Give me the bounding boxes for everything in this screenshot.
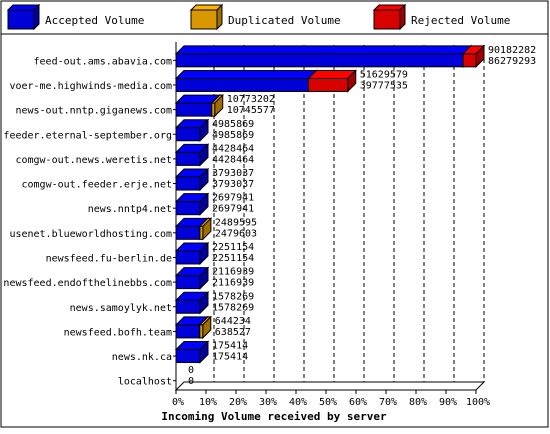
x-tick-label: 10% [199, 397, 217, 408]
value-label-offered: 4428464 [212, 143, 254, 154]
bar-accepted [174, 143, 210, 167]
bar-row: voer-me.highwinds-media.com 5162957939777… [9, 69, 408, 93]
legend-item: Duplicated Volume [189, 3, 341, 31]
bar-row: localhost 00 [118, 365, 194, 388]
legend-label: Accepted Volume [45, 14, 144, 27]
value-label-accepted: 2479603 [215, 228, 257, 239]
bar-accepted [174, 192, 210, 216]
value-label-accepted: 0 [188, 376, 194, 387]
category-label: newsfeed.endofthelinebbs.com [3, 278, 172, 289]
bar-duplicated [210, 93, 224, 118]
bar-row: feeder.eternal-september.org 498586949858… [3, 118, 254, 142]
value-label-accepted: 1578269 [212, 302, 254, 313]
x-tick-label: 30% [259, 397, 277, 408]
legend-label: Rejected Volume [411, 14, 510, 27]
bar-duplicated [198, 217, 213, 241]
x-axis-title: Incoming Volume received by server [161, 410, 387, 423]
x-tick-label: 40% [289, 397, 307, 408]
category-label: localhost [118, 377, 172, 388]
category-label: news.nk.ca [112, 352, 172, 363]
category-label: feed-out.ams.abavia.com [34, 56, 172, 67]
value-label-accepted: 175414 [212, 352, 248, 363]
category-label: usenet.blueworldhosting.com [9, 229, 172, 240]
x-tick-label: 90% [439, 397, 457, 408]
value-label-accepted: 10745577 [227, 105, 275, 116]
value-label-offered: 644234 [215, 316, 251, 327]
x-tick-label: 70% [379, 397, 397, 408]
value-label-accepted: 2116939 [212, 278, 254, 289]
value-label-accepted: 4428464 [212, 154, 254, 165]
legend: Accepted Volume Duplicated Volume Rejected… [1, 3, 548, 35]
value-label-accepted: 86279293 [488, 56, 536, 67]
value-label-accepted: 638527 [215, 327, 251, 338]
category-label: comgw-out.news.weretis.net [15, 155, 172, 166]
bar-row: usenet.blueworldhosting.com 2489595247960… [9, 217, 257, 241]
value-label-accepted: 2697941 [212, 204, 254, 215]
value-label-offered: 175414 [212, 341, 248, 352]
bar-row: newsfeed.endofthelinebbs.com 211693921169… [3, 266, 254, 290]
x-tick-label: 80% [409, 397, 427, 408]
value-label-offered: 2251154 [212, 242, 254, 253]
plot-area: 0% 10% 20% 30% 40% 50% 60% 70% 80% 90% 100% feed-ou… [3, 42, 536, 408]
bar-accepted [174, 69, 318, 93]
bar-accepted [174, 167, 210, 192]
value-label-accepted: 4985869 [212, 130, 254, 141]
value-label-accepted: 3793037 [212, 179, 254, 190]
value-label-offered: 0 [188, 365, 194, 376]
legend-item: Accepted Volume [6, 3, 144, 31]
bar-accepted [174, 44, 473, 69]
x-tick-label: 100% [466, 397, 490, 408]
value-label-offered: 2116939 [212, 267, 254, 278]
value-label-offered: 90182282 [488, 45, 536, 56]
legend-label: Duplicated Volume [228, 14, 341, 27]
bar-row: news-out.nntp.giganews.com 10773202107455… [15, 93, 275, 118]
category-label: news-out.nntp.giganews.com [15, 106, 172, 117]
value-label-offered: 2697941 [212, 193, 254, 204]
bar-accepted [174, 291, 210, 315]
bar-accepted [174, 340, 210, 364]
bar-duplicated [198, 315, 212, 340]
x-tick-label: 60% [349, 397, 367, 408]
category-label: voer-me.highwinds-media.com [9, 81, 172, 92]
value-label-offered: 1578269 [212, 291, 254, 302]
value-label-accepted: 39777535 [360, 80, 408, 91]
bar-rejected [461, 44, 486, 69]
category-label: comgw-out.feeder.erje.net [21, 180, 172, 191]
category-label: feeder.eternal-september.org [3, 130, 172, 141]
x-tick-label: 50% [319, 397, 337, 408]
bar-accepted [174, 241, 210, 266]
category-label: newsfeed.bofh.team [64, 327, 172, 338]
x-tick-label: 0% [172, 397, 184, 408]
legend-swatch [6, 3, 41, 31]
category-label: news.samoylyk.net [70, 303, 172, 314]
value-label-offered: 51629579 [360, 69, 408, 80]
category-label: news.nntp4.net [88, 204, 172, 215]
bar-rejected [307, 69, 357, 93]
x-tick-label: 20% [229, 397, 247, 408]
category-label: newsfeed.fu-berlin.de [46, 253, 172, 264]
legend-item: Rejected Volume [372, 3, 510, 31]
value-label-offered: 2489595 [215, 217, 257, 228]
value-label-accepted: 2251154 [212, 253, 254, 264]
legend-swatch [189, 3, 224, 31]
value-label-offered: 10773202 [227, 94, 275, 105]
value-label-offered: 4985869 [212, 119, 254, 130]
value-label-offered: 3793037 [212, 168, 254, 179]
bar-accepted [174, 266, 210, 290]
bar-accepted [174, 118, 210, 142]
plot-floor [174, 381, 486, 391]
legend-swatch [372, 3, 407, 31]
